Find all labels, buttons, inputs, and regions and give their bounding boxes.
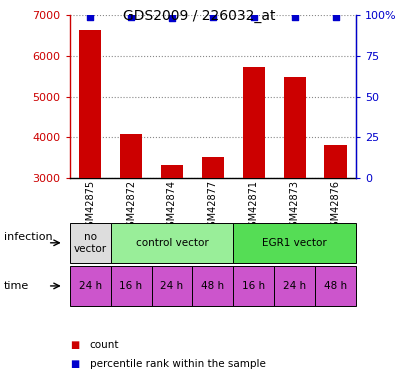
Point [292, 13, 298, 20]
Text: 48 h: 48 h [201, 281, 224, 291]
Text: 16 h: 16 h [242, 281, 265, 291]
Bar [283, 77, 306, 178]
Bar [243, 67, 265, 178]
Text: 24 h: 24 h [160, 281, 183, 291]
Bar [324, 145, 347, 178]
Point [87, 13, 93, 20]
Text: infection: infection [4, 232, 53, 242]
Point [169, 15, 175, 21]
Bar [79, 30, 101, 178]
Text: percentile rank within the sample: percentile rank within the sample [90, 359, 265, 369]
Point [210, 13, 216, 20]
Point [333, 13, 339, 20]
Text: 24 h: 24 h [78, 281, 101, 291]
Text: no
vector: no vector [74, 232, 107, 254]
Point [251, 13, 257, 20]
Text: ■: ■ [70, 340, 79, 350]
Text: 24 h: 24 h [283, 281, 306, 291]
Text: EGR1 vector: EGR1 vector [262, 238, 327, 248]
Text: GDS2009 / 226032_at: GDS2009 / 226032_at [123, 9, 275, 23]
Bar [161, 165, 183, 178]
Text: time: time [4, 281, 29, 291]
Text: ■: ■ [70, 359, 79, 369]
Text: 16 h: 16 h [119, 281, 142, 291]
Text: 48 h: 48 h [324, 281, 347, 291]
Text: count: count [90, 340, 119, 350]
Bar [120, 134, 142, 178]
Point [128, 13, 134, 20]
Bar [202, 157, 224, 178]
Text: control vector: control vector [136, 238, 209, 248]
